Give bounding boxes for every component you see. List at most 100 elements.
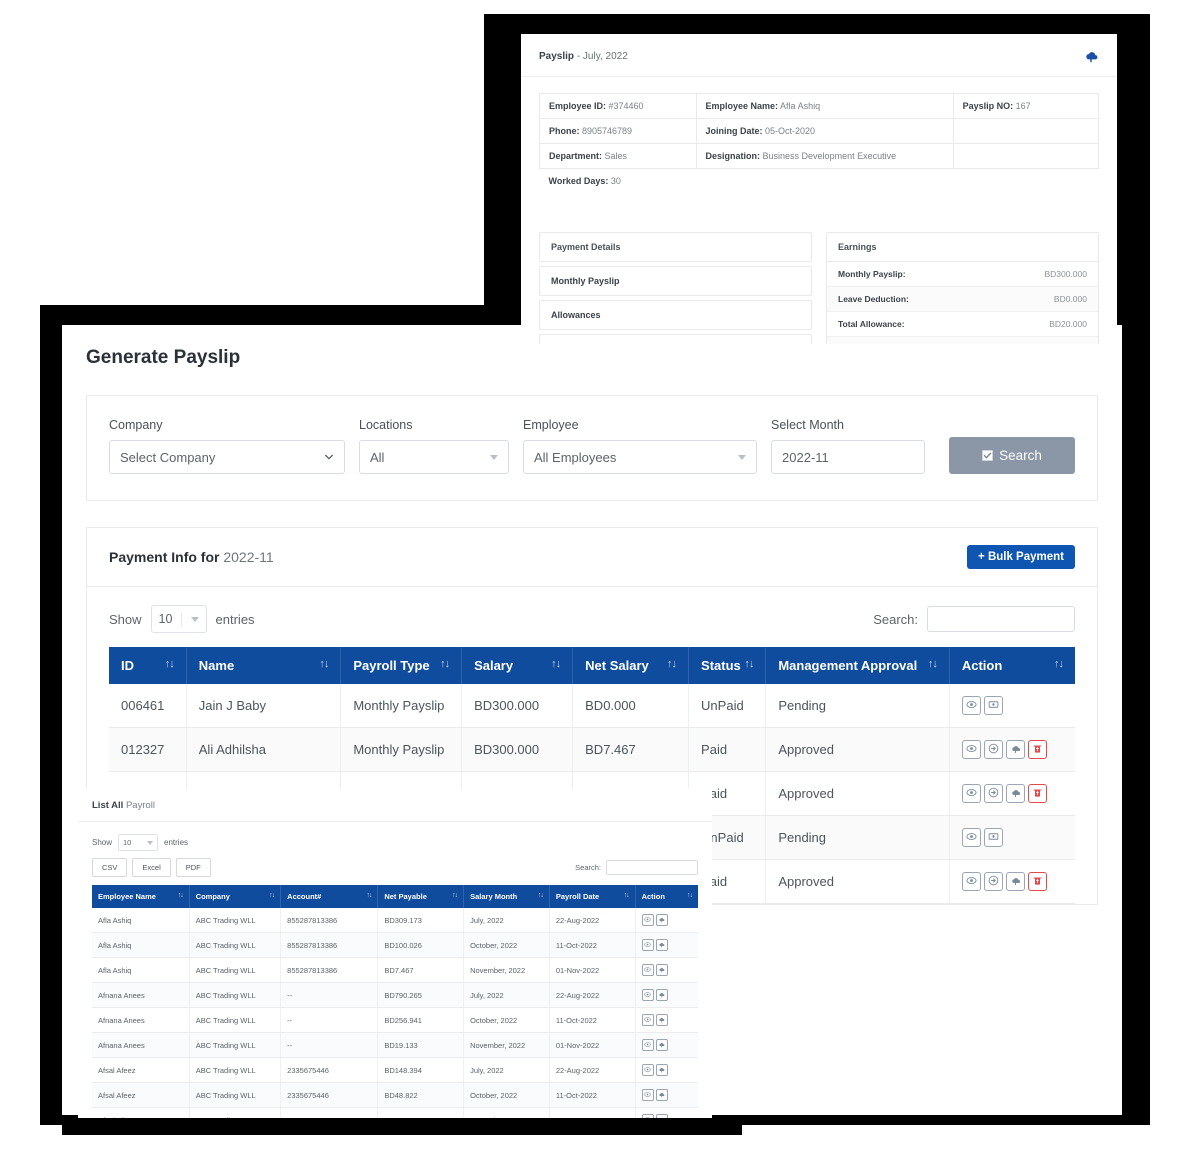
cloud-upload-icon: [658, 966, 665, 975]
cloud-upload-icon[interactable]: [1083, 48, 1099, 64]
cloud-upload-action-button[interactable]: [655, 964, 668, 976]
eye-action-button[interactable]: [961, 828, 981, 847]
cloud-upload-action-button[interactable]: [655, 1089, 668, 1101]
cell-management-approval: Approved: [765, 771, 950, 816]
col-action[interactable]: Action ↑↓: [949, 647, 1075, 684]
col-salary[interactable]: Salary ↑↓: [461, 647, 574, 684]
earnings-row: Total Allowance: BD20.000: [827, 312, 1098, 337]
lcol-action[interactable]: Action ↑↓: [635, 885, 698, 908]
lcol-net-payable[interactable]: Net Payable ↑↓: [377, 885, 465, 908]
eye-icon: [644, 1116, 651, 1118]
payment-details-header: Payment Details: [539, 232, 812, 262]
eye-action-button[interactable]: [641, 964, 654, 976]
lcell-salary-month: July, 2022: [463, 1057, 550, 1083]
col-net-salary[interactable]: Net Salary ↑↓: [572, 647, 690, 684]
eye-action-button[interactable]: [641, 1114, 654, 1118]
search-button[interactable]: Search: [949, 437, 1075, 474]
eye-action-button[interactable]: [641, 989, 654, 1001]
payslip-employee-block: Employee ID: #374460 Employee Name: Afla …: [521, 77, 1117, 199]
list-search-input[interactable]: [606, 860, 698, 875]
eye-action-button[interactable]: [961, 872, 981, 891]
export-pdf-button[interactable]: PDF: [175, 858, 211, 877]
banknote-action-button[interactable]: [983, 696, 1003, 715]
list-action-group: [641, 964, 692, 976]
list-page-length-select[interactable]: 10: [118, 834, 159, 851]
eye-action-button[interactable]: [961, 740, 981, 759]
cloud-upload-action-button[interactable]: [655, 1039, 668, 1051]
list-action-group: [641, 1039, 692, 1051]
earnings-value: BD20.000: [1049, 319, 1087, 329]
cloud-upload-action-button[interactable]: [655, 939, 668, 951]
page-length-select[interactable]: 10: [150, 605, 207, 633]
col-payroll-type[interactable]: Payroll Type ↑↓: [340, 647, 463, 684]
earnings-label: Monthly Payslip:: [838, 269, 906, 279]
cloud-upload-action-button[interactable]: [1005, 784, 1025, 803]
export-csv-button[interactable]: CSV: [92, 858, 128, 877]
list-show-entries: Show 10 entries: [92, 834, 698, 851]
lcol-account[interactable]: Account# ↑↓: [280, 885, 379, 908]
trash-action-button[interactable]: [1027, 784, 1047, 803]
lcell-payroll-date: 11-Oct-2022: [549, 1082, 636, 1108]
arrow-right-circle-action-button[interactable]: [983, 740, 1003, 759]
arrow-right-circle-action-button[interactable]: [983, 784, 1003, 803]
export-excel-button[interactable]: Excel: [132, 858, 171, 877]
cloud-upload-icon: [1010, 786, 1021, 801]
eye-action-button[interactable]: [961, 696, 981, 715]
lcell-payroll-date: 01-Nov-2022: [549, 957, 636, 983]
cloud-upload-action-button[interactable]: [655, 914, 668, 926]
eye-action-button[interactable]: [641, 939, 654, 951]
cloud-upload-action-button[interactable]: [655, 1014, 668, 1026]
cloud-upload-action-button[interactable]: [655, 989, 668, 1001]
eye-action-button[interactable]: [641, 914, 654, 926]
lcell-payroll-date: 01-Nov-2022: [549, 1032, 636, 1058]
lcell-company: ABC Trading WLL: [189, 1057, 282, 1083]
earnings-column: Earnings Monthly Payslip: BD300.000 Leave …: [826, 232, 1099, 344]
cloud-upload-action-button[interactable]: [1005, 740, 1025, 759]
lcol-company[interactable]: Company ↑↓: [189, 885, 282, 908]
locations-select[interactable]: All: [359, 440, 509, 474]
col-status[interactable]: Status ↑↓: [688, 647, 767, 684]
lcol-payroll-date[interactable]: Payroll Date ↑↓: [549, 885, 636, 908]
list-payroll-title-value: Payroll: [125, 800, 156, 811]
payment-details-column: Payment Details Monthly Payslip Allowance…: [539, 232, 812, 344]
lcell-salary-month: July, 2022: [463, 908, 550, 933]
col-id[interactable]: ID ↑↓: [109, 647, 187, 684]
company-filter: Company Select Company: [109, 418, 345, 474]
action-button-group: [961, 696, 1063, 715]
list-action-group: [641, 1064, 692, 1076]
bulk-payment-button[interactable]: + Bulk Payment: [967, 545, 1075, 569]
search-input[interactable]: [927, 606, 1075, 632]
eye-action-button[interactable]: [641, 1064, 654, 1076]
col-management-approval[interactable]: Management Approval ↑↓: [765, 647, 950, 684]
payment-detail-item[interactable]: Allowances: [539, 300, 812, 330]
cloud-upload-icon: [658, 1041, 665, 1050]
eye-action-button[interactable]: [961, 784, 981, 803]
arrow-right-circle-action-button[interactable]: [983, 872, 1003, 891]
cloud-upload-action-button[interactable]: [655, 1064, 668, 1076]
cell-id: 006461: [109, 684, 187, 728]
cloud-upload-action-button[interactable]: [1005, 872, 1025, 891]
eye-action-button[interactable]: [641, 1039, 654, 1051]
eye-action-button[interactable]: [641, 1089, 654, 1101]
payslip-title: Payslip - July, 2022: [539, 51, 628, 62]
lcell-action: [635, 1082, 698, 1108]
eye-icon: [966, 698, 977, 713]
company-select[interactable]: Select Company: [109, 440, 345, 474]
cell-action: [949, 859, 1075, 904]
payroll-list-body: Afla Ashiq ABC Trading WLL 855287813386 BD3…: [92, 908, 698, 1118]
cell-status: Paid: [688, 727, 767, 772]
table-search: Search:: [873, 606, 1075, 632]
trash-action-button[interactable]: [1027, 740, 1047, 759]
trash-action-button[interactable]: [1027, 872, 1047, 891]
employee-select[interactable]: All Employees: [523, 440, 757, 474]
col-name[interactable]: Name ↑↓: [186, 647, 342, 684]
payment-detail-item[interactable]: Statutory deductions: [539, 334, 812, 344]
cloud-upload-action-button[interactable]: [655, 1114, 668, 1118]
list-item: Afsal Afeez ABC Trading WLL 2335675446 BD14…: [92, 1057, 698, 1083]
eye-action-button[interactable]: [641, 1014, 654, 1026]
payment-detail-item[interactable]: Monthly Payslip: [539, 266, 812, 296]
month-input[interactable]: 2022-11: [771, 440, 925, 474]
banknote-action-button[interactable]: [983, 828, 1003, 847]
lcol-employee-name[interactable]: Employee Name ↑↓: [92, 885, 190, 908]
lcol-salary-month[interactable]: Salary Month ↑↓: [463, 885, 550, 908]
